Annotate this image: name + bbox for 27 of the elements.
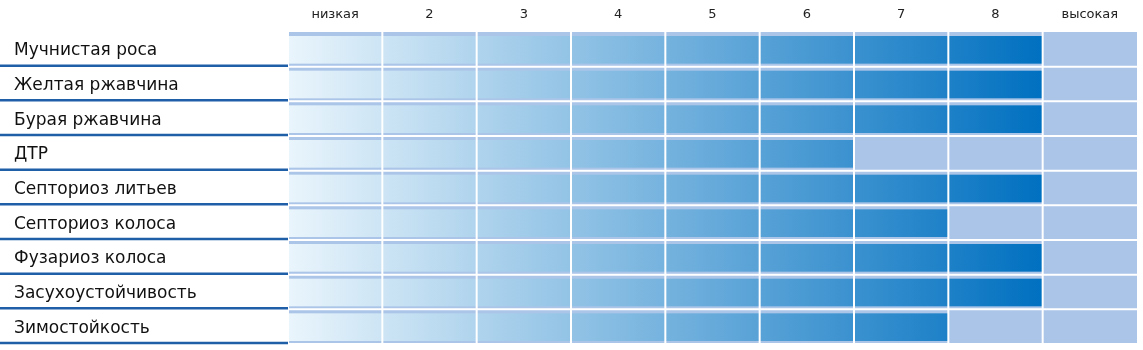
y-tick-label: Бурая ржавчина <box>14 108 162 129</box>
bar <box>288 36 1043 64</box>
y-tick-label: Септориоз литьев <box>14 178 177 198</box>
bar <box>288 70 1043 99</box>
x-tick-label: 6 <box>802 6 811 21</box>
bar <box>288 209 949 237</box>
bar <box>288 105 1043 133</box>
x-tick-label: высокая <box>1061 6 1119 21</box>
x-tick-label: 8 <box>991 6 1000 21</box>
bar <box>288 244 1043 272</box>
y-tick-label: Фузариоз колоса <box>14 247 167 268</box>
bar <box>288 174 1043 203</box>
x-tick-label: 7 <box>897 6 906 21</box>
x-tick-label: 4 <box>614 6 623 21</box>
x-tick-label: 2 <box>425 6 434 21</box>
bar <box>288 313 949 341</box>
bar <box>288 278 1043 307</box>
y-tick-label: Зимостойкость <box>14 316 150 337</box>
bar <box>288 140 854 168</box>
x-tick-label: 3 <box>519 6 528 21</box>
y-tick-label: Септориоз колоса <box>14 212 177 233</box>
y-tick-label: ДТР <box>14 143 48 164</box>
y-tick-label: Засухоустойчивость <box>14 282 197 302</box>
y-tick-label: Желтая ржавчина <box>14 74 179 94</box>
x-tick-label: 5 <box>708 6 717 21</box>
y-tick-label: Мучнистая роса <box>14 39 158 60</box>
x-tick-label: низкая <box>311 6 359 21</box>
